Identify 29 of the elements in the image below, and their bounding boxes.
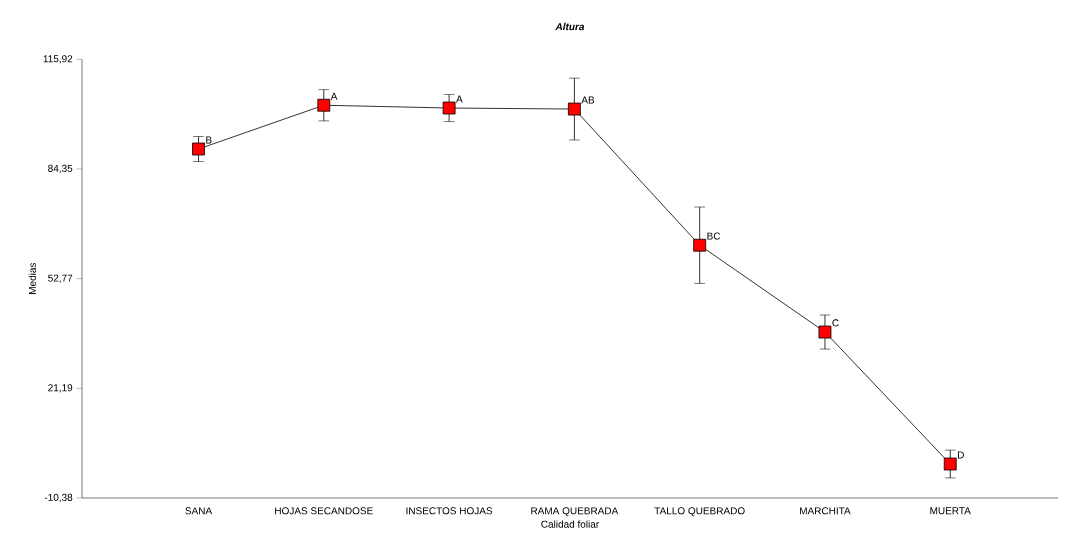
- annotation: A: [330, 92, 338, 100]
- annotation: C: [832, 319, 839, 327]
- annotation: B: [206, 136, 212, 144]
- x-axis-title: Calidad foliar: [541, 520, 599, 528]
- x-tick-label: HOJAS SECANDOSE: [275, 507, 373, 515]
- point: [442, 101, 456, 115]
- point: [317, 98, 331, 112]
- point: [818, 325, 832, 339]
- y-tick-label: 52,77: [48, 274, 73, 283]
- chart-title: Altura: [555, 22, 585, 31]
- y-tick-label: 84,35: [48, 164, 73, 174]
- point: [567, 102, 581, 116]
- y-axis-title: Medias: [28, 262, 36, 294]
- annotation: BC: [707, 232, 721, 240]
- x-tick-label: MUERTA: [930, 507, 971, 515]
- x-tick-label: SANA: [185, 507, 213, 515]
- x-tick-label: RAMA QUEBRADA: [531, 507, 619, 517]
- x-tick-label: INSECTOS HOJAS: [406, 507, 493, 515]
- y-tick-label: 115,92: [43, 55, 73, 64]
- annotation: AB: [581, 96, 595, 104]
- x-tick-label: MARCHITA: [800, 507, 851, 515]
- y-tick-label: -10,38: [44, 493, 73, 503]
- point: [943, 457, 957, 471]
- x-tick-label: TALLO QUEBRADO: [654, 507, 745, 517]
- point: [192, 142, 205, 156]
- point: [693, 238, 707, 252]
- annotation: A: [456, 95, 463, 103]
- y-tick-label: 21,19: [48, 384, 73, 393]
- annotation: D: [958, 451, 964, 459]
